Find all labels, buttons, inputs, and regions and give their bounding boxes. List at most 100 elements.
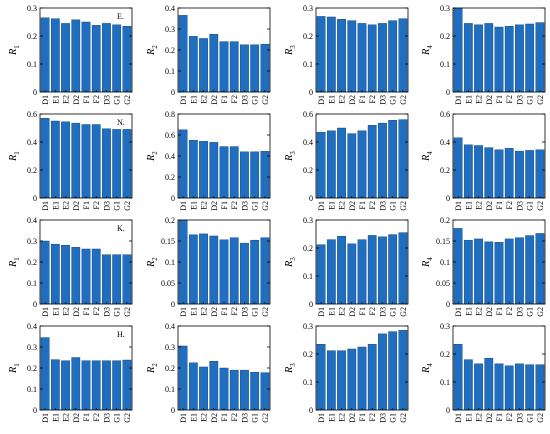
x-tick-label: G1 bbox=[389, 307, 398, 317]
x-tick-label: F2 bbox=[505, 95, 514, 103]
bar bbox=[453, 228, 463, 305]
x-tick-label: D2 bbox=[72, 95, 81, 105]
bar bbox=[347, 348, 357, 411]
y-axis-label-subscript: 1 bbox=[13, 151, 21, 155]
bar bbox=[199, 38, 208, 93]
x-tick-label: G2 bbox=[399, 307, 408, 317]
y-axis-label-subscript: 3 bbox=[289, 257, 297, 261]
bar bbox=[504, 148, 514, 199]
y-axis-label: R3 bbox=[284, 363, 297, 374]
x-tick-label: E2 bbox=[200, 201, 209, 210]
x-tick-label: D3 bbox=[378, 95, 387, 105]
y-axis-label-main: R bbox=[421, 261, 432, 268]
y-axis-label-main: R bbox=[421, 367, 432, 374]
x-tick-label: D1 bbox=[454, 95, 463, 105]
x-tick-label: E1 bbox=[327, 201, 336, 210]
chart-panel: 0 0.1 0.2 0.3 D1 E1 E2 D2 F1 F2 D3 G1 G2 R3 bbox=[284, 322, 409, 423]
y-tick-label: 0.4 bbox=[27, 138, 37, 147]
bar bbox=[260, 237, 270, 305]
y-tick-label: 0 bbox=[309, 300, 313, 309]
x-tick-label: E1 bbox=[464, 95, 473, 104]
y-tick-label: 0.1 bbox=[440, 378, 450, 387]
bar bbox=[209, 361, 219, 411]
y-tick-label: 0.3 bbox=[27, 343, 37, 352]
x-tick-label: E1 bbox=[327, 413, 336, 422]
bar bbox=[535, 233, 545, 305]
y-tick-label: 0.05 bbox=[436, 279, 450, 288]
x-tick-label: D3 bbox=[102, 307, 111, 317]
bar bbox=[91, 25, 101, 93]
y-tick-label: 0.3 bbox=[27, 237, 37, 246]
x-tick-label: G1 bbox=[113, 307, 122, 317]
y-tick-label: 0.2 bbox=[440, 350, 450, 359]
y-axis-label-subscript: 1 bbox=[13, 45, 21, 49]
y-axis-label-main: R bbox=[146, 155, 157, 162]
bar bbox=[504, 26, 514, 93]
chart-panel: 0 0.2 0.4 0.6 D1 E1 E2 D2 F1 F2 D3 G1 G2 R4 bbox=[421, 110, 546, 211]
chart-panel: 0 0.05 0.1 0.15 0.2 D1 E1 E2 D2 F1 F2 D3 G1 G2 R4 bbox=[421, 216, 546, 317]
bar bbox=[40, 337, 50, 411]
x-tick-label: F2 bbox=[92, 201, 101, 209]
bar bbox=[240, 369, 249, 411]
bar bbox=[219, 41, 229, 93]
x-tick-label: D2 bbox=[485, 307, 494, 317]
bar bbox=[316, 16, 326, 93]
x-tick-label: E1 bbox=[51, 201, 60, 210]
y-tick-label: 0.1 bbox=[27, 385, 37, 394]
x-tick-label: D2 bbox=[210, 307, 219, 317]
y-axis-label-subscript: 4 bbox=[426, 363, 434, 367]
x-tick-label: G2 bbox=[536, 413, 545, 423]
y-tick-label: 0.3 bbox=[303, 322, 313, 331]
y-axis-label-main: R bbox=[146, 261, 157, 268]
x-tick-label: E1 bbox=[189, 307, 198, 316]
y-tick-label: 0.4 bbox=[165, 4, 175, 13]
y-axis-label-main: R bbox=[421, 49, 432, 56]
x-tick-label: D1 bbox=[317, 95, 326, 105]
x-tick-label: E2 bbox=[475, 413, 484, 422]
x-tick-label: F1 bbox=[82, 413, 91, 421]
x-tick-label: E2 bbox=[475, 201, 484, 210]
y-axis-label: R2 bbox=[146, 45, 159, 56]
y-tick-label: 0.2 bbox=[27, 258, 37, 267]
bar bbox=[378, 23, 387, 93]
bar bbox=[504, 365, 514, 411]
x-tick-label: E1 bbox=[327, 307, 336, 316]
y-tick-label: 0.3 bbox=[440, 4, 450, 13]
x-tick-label: F2 bbox=[92, 95, 101, 103]
x-tick-label: D1 bbox=[41, 413, 50, 423]
y-tick-label: 0.1 bbox=[303, 378, 313, 387]
x-tick-label: F2 bbox=[230, 413, 239, 421]
bar bbox=[388, 331, 398, 411]
chart-panel: 0 0.1 0.2 0.3 D1 E1 E2 D2 F1 F2 D3 G1 G2 R4 bbox=[421, 322, 546, 423]
x-tick-label: E2 bbox=[62, 201, 71, 210]
y-axis-label-main: R bbox=[8, 367, 19, 374]
x-tick-label: E2 bbox=[338, 95, 347, 104]
x-tick-label: D1 bbox=[317, 413, 326, 423]
chart-panel: 0 0.1 0.2 0.3 D1 E1 E2 D2 F1 F2 D3 G1 G2 R1 E. bbox=[8, 4, 133, 105]
bar bbox=[378, 236, 387, 305]
bar bbox=[398, 330, 408, 411]
chart-panel: 0 0.05 0.1 0.15 0.2 D1 E1 E2 D2 F1 F2 D3 G1 G2 R2 bbox=[146, 216, 271, 317]
bar bbox=[326, 130, 336, 199]
y-tick-label: 0.6 bbox=[27, 110, 37, 119]
bar bbox=[61, 244, 70, 305]
bar bbox=[188, 234, 198, 305]
x-tick-label: D2 bbox=[348, 307, 357, 317]
chart-panel: 0 0.1 0.2 0.3 D1 E1 E2 D2 F1 F2 D3 G1 G2 R3 bbox=[284, 216, 409, 317]
x-tick-label: D2 bbox=[485, 201, 494, 211]
x-tick-label: G1 bbox=[113, 201, 122, 211]
x-tick-label: D3 bbox=[515, 307, 524, 317]
bar bbox=[453, 137, 463, 199]
x-tick-label: F1 bbox=[220, 413, 229, 421]
x-tick-label: D1 bbox=[41, 95, 50, 105]
y-axis-label: R3 bbox=[284, 151, 297, 162]
y-axis-label: R3 bbox=[284, 257, 297, 268]
y-axis-label: R2 bbox=[146, 151, 159, 162]
bar bbox=[367, 344, 377, 411]
bar bbox=[260, 151, 270, 199]
bar bbox=[250, 372, 260, 411]
y-axis-label-subscript: 3 bbox=[289, 45, 297, 49]
y-axis-label-main: R bbox=[146, 367, 157, 374]
x-tick-label: E2 bbox=[200, 95, 209, 104]
x-tick-label: G2 bbox=[536, 201, 545, 211]
